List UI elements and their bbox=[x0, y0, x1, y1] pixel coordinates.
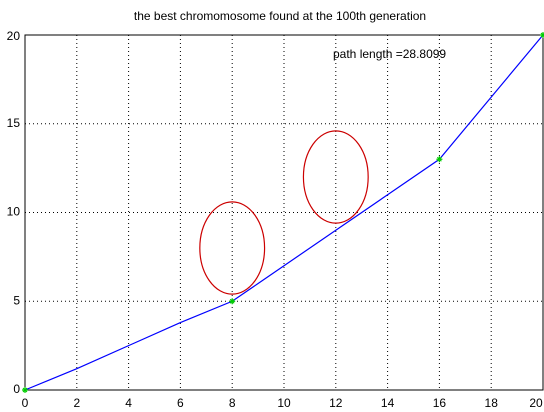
plot-area bbox=[24, 34, 544, 391]
node-marker bbox=[22, 387, 28, 393]
y-tick-label: 0 bbox=[13, 382, 20, 396]
x-tick-label: 10 bbox=[277, 396, 291, 410]
node-marker bbox=[229, 298, 236, 305]
obstacle bbox=[199, 201, 266, 295]
x-tick-label: 20 bbox=[529, 396, 543, 410]
path-line bbox=[24, 34, 544, 391]
x-tick-label: 0 bbox=[22, 396, 29, 410]
x-tick-label: 8 bbox=[229, 396, 236, 410]
y-tick-label: 5 bbox=[13, 293, 20, 307]
y-tick-label: 20 bbox=[7, 29, 21, 43]
x-tick-label: 4 bbox=[125, 396, 132, 410]
y-tick-label: 15 bbox=[7, 116, 21, 130]
y-tick-label: 10 bbox=[7, 205, 21, 219]
x-tick-label: 18 bbox=[485, 396, 499, 410]
node-marker bbox=[540, 32, 544, 38]
chart-title: the best chromomosome found at the 100th… bbox=[134, 9, 426, 23]
x-tick-label: 16 bbox=[433, 396, 447, 410]
node-marker bbox=[436, 156, 443, 163]
obstacle bbox=[302, 130, 369, 224]
x-tick-label: 12 bbox=[329, 396, 343, 410]
x-tick-label: 2 bbox=[73, 396, 80, 410]
x-tick-label: 6 bbox=[177, 396, 184, 410]
annotation: path length =28.8099 bbox=[333, 47, 446, 61]
x-tick-label: 14 bbox=[381, 396, 395, 410]
